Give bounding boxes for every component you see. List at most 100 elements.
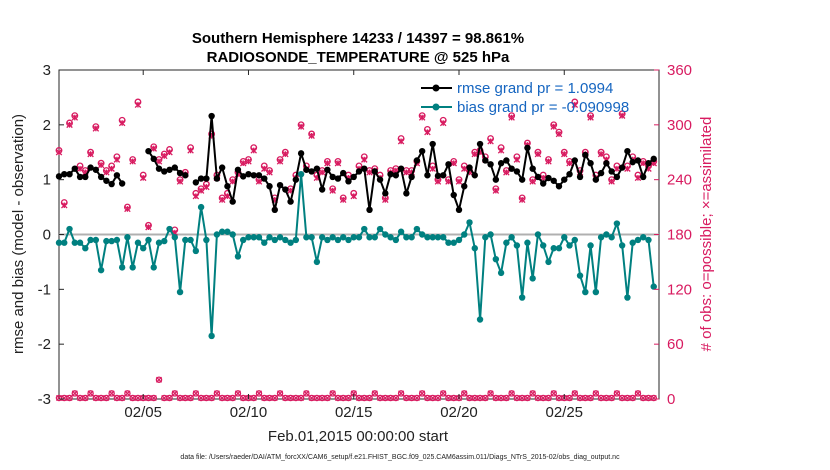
rmse-series-point xyxy=(66,170,73,178)
rmse-series-point xyxy=(413,157,421,164)
bias-series-point xyxy=(476,316,484,323)
nobs-bottom-possible-marker xyxy=(571,390,579,397)
bias-series-point xyxy=(571,236,578,244)
nobs-bottom-assimilated-marker xyxy=(182,394,189,402)
nobs-bottom-possible-marker xyxy=(392,394,400,402)
nobs-assimilated-marker xyxy=(61,201,68,209)
rmse-series-point xyxy=(618,164,626,171)
nobs-assimilated-marker xyxy=(434,178,442,185)
bias-series-point xyxy=(218,228,226,235)
nobs-bottom-possible-marker xyxy=(124,390,131,397)
rmse-series-point xyxy=(392,172,400,179)
bias-series-point xyxy=(413,225,421,233)
nobs-bottom-assimilated-marker xyxy=(108,390,115,397)
rmse-series-point xyxy=(113,172,121,179)
nobs-assimilated-marker xyxy=(134,101,142,108)
nobs-bottom-assimilated-marker xyxy=(71,390,78,397)
rmse-series-point xyxy=(240,173,247,180)
nobs-bottom-assimilated-marker xyxy=(324,394,331,402)
nobs-bottom-assimilated-marker xyxy=(424,394,431,402)
rmse-series-point xyxy=(629,158,636,166)
rmse-series-point xyxy=(308,168,315,175)
bias-series-point xyxy=(203,236,210,244)
nobs-bottom-assimilated-marker xyxy=(340,394,347,402)
bias-series-point xyxy=(250,234,257,241)
nobs-assimilated-marker xyxy=(366,169,373,176)
rmse-series-point xyxy=(403,190,410,197)
nobs-bottom-assimilated-marker xyxy=(592,390,599,397)
nobs-assimilated-marker xyxy=(250,147,257,154)
nobs-bottom-assimilated-marker xyxy=(392,394,399,402)
rmse-series-point xyxy=(571,157,578,164)
plot-content xyxy=(55,98,659,402)
nobs-bottom-possible-marker xyxy=(155,376,163,383)
rmse-series-point xyxy=(561,176,568,183)
bias-series-point xyxy=(545,258,552,266)
nobs-bottom-assimilated-marker xyxy=(166,394,173,402)
rmse-series-point xyxy=(640,173,647,181)
rmse-series-point xyxy=(424,172,431,179)
y-tick-label: 3 xyxy=(43,62,51,79)
bias-series-point xyxy=(271,236,278,244)
bias-series-point xyxy=(592,288,600,296)
nobs-bottom-assimilated-marker xyxy=(92,394,99,402)
y-axis-label: rmse and bias (model - observation) xyxy=(10,114,27,354)
bias-series-point xyxy=(55,239,63,246)
nobs-bottom-possible-marker xyxy=(345,394,352,402)
nobs-assimilated-marker xyxy=(266,169,273,176)
nobs-assimilated-marker xyxy=(176,178,184,185)
bias-series-point xyxy=(287,239,294,246)
y-tick-label: 1 xyxy=(43,172,51,189)
nobs-bottom-assimilated-marker xyxy=(466,394,473,402)
nobs-bottom-assimilated-marker xyxy=(650,394,657,402)
legend-rmse-label: rmse grand pr = 1.0994 xyxy=(457,80,613,97)
nobs-bottom-possible-marker xyxy=(545,394,552,402)
rmse-series-point xyxy=(108,180,115,188)
bias-series-point xyxy=(366,234,373,241)
y-tick-label: 2 xyxy=(43,117,51,134)
nobs-bottom-assimilated-marker xyxy=(287,394,294,402)
bias-series-point xyxy=(371,234,378,241)
nobs-bottom-assimilated-marker xyxy=(519,394,526,402)
nobs-bottom-assimilated-marker xyxy=(471,394,478,402)
bias-series-point xyxy=(108,237,115,245)
nobs-bottom-possible-marker xyxy=(255,390,263,397)
nobs-bottom-assimilated-marker xyxy=(171,390,178,397)
nobs-bottom-possible-marker xyxy=(634,390,642,397)
rmse-series-point xyxy=(71,165,78,172)
rmse-series-point xyxy=(192,179,200,186)
nobs-assimilated-marker xyxy=(487,138,494,145)
nobs-bottom-assimilated-marker xyxy=(461,390,468,397)
y-right-tick-label: 300 xyxy=(667,117,692,134)
nobs-assimilated-marker xyxy=(129,158,136,165)
nobs-bottom-possible-marker xyxy=(108,390,115,397)
bias-series-point xyxy=(261,239,268,246)
nobs-assimilated-marker xyxy=(339,196,347,204)
y-right-tick-label: 60 xyxy=(667,336,684,353)
rmse-series-point xyxy=(582,151,589,159)
nobs-assimilated-marker xyxy=(308,132,315,140)
nobs-bottom-assimilated-marker xyxy=(229,394,236,402)
nobs-assimilated-marker xyxy=(166,148,173,156)
nobs-bottom-assimilated-marker xyxy=(203,394,210,402)
y-right-tick-label: 240 xyxy=(667,172,692,189)
nobs-assimilated-marker xyxy=(618,112,626,119)
nobs-bottom-assimilated-marker xyxy=(119,394,126,402)
nobs-bottom-possible-marker xyxy=(150,394,157,402)
rmse-series-point xyxy=(587,160,594,167)
nobs-bottom-assimilated-marker xyxy=(613,390,620,397)
nobs-bottom-assimilated-marker xyxy=(624,394,631,402)
nobs-bottom-assimilated-marker xyxy=(603,394,610,402)
bias-series-point xyxy=(497,269,505,277)
bias-series-point xyxy=(424,234,431,241)
nobs-bottom-assimilated-marker xyxy=(282,394,289,402)
nobs-bottom-assimilated-marker xyxy=(240,394,247,402)
y-tick-label: -3 xyxy=(38,391,51,408)
nobs-bottom-assimilated-marker xyxy=(55,394,63,402)
nobs-bottom-possible-marker xyxy=(208,394,215,402)
nobs-bottom-assimilated-marker xyxy=(566,394,573,402)
nobs-bottom-assimilated-marker xyxy=(555,394,563,402)
bias-series-point xyxy=(508,234,515,241)
rmse-series-point xyxy=(603,160,610,167)
rmse-series-point xyxy=(455,206,463,214)
